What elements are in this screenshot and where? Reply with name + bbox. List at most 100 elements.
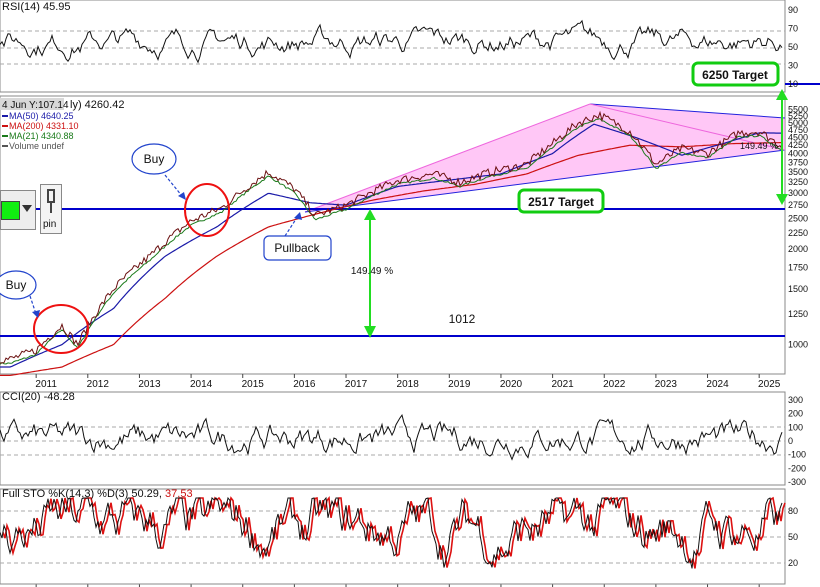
pct-arrow-main-down-head — [364, 326, 376, 338]
target-2517-label: 2517 Target — [528, 195, 594, 209]
rsi-tick-label: 10 — [788, 79, 798, 89]
sto-label: Full STO %K(14,3) %D(3) 50.29, 37.53 — [2, 488, 193, 500]
price-y-tick-label: 2000 — [788, 244, 808, 254]
price-y-tick-label: 3000 — [788, 188, 808, 198]
cci-tick-label: -200 — [788, 463, 806, 473]
cci-tick-label: -300 — [788, 477, 806, 487]
chevron-down-icon[interactable] — [22, 205, 32, 212]
buy-bubble-2014 — [131, 143, 177, 175]
legend-entry: MA(21) 4340.88 — [9, 131, 74, 141]
x-tick-label: 2019 — [448, 379, 471, 390]
price-y-tick-label: 1500 — [788, 284, 808, 294]
cci-panel — [0, 391, 786, 486]
rsi-tick-label: 90 — [788, 5, 798, 15]
x-tick-label: 2022 — [603, 379, 626, 390]
price-y-tick-label: 2250 — [788, 228, 808, 238]
sto-panel — [0, 488, 786, 585]
price-y-tick-label: 3500 — [788, 167, 808, 177]
target-arrow-down-head — [776, 194, 788, 205]
cci-tick-label: 300 — [788, 395, 803, 405]
x-tick-label: 2020 — [500, 379, 523, 390]
wedge-inner-line — [589, 103, 786, 151]
x-tick-label: 2024 — [706, 379, 729, 390]
pin-label: pin — [43, 219, 57, 230]
color-picker-control[interactable] — [0, 190, 36, 230]
wedge-fill — [305, 104, 785, 212]
rsi-series-line — [0, 19, 783, 64]
buy-circle-2014 — [184, 183, 230, 237]
sto-tick-label: 50 — [788, 532, 798, 542]
x-tick-label: 2014 — [190, 379, 213, 390]
x-tick-label: 2015 — [242, 379, 265, 390]
target-6250-box — [691, 61, 780, 87]
cci-tick-label: -100 — [788, 450, 806, 460]
price-header-date-bg — [0, 98, 64, 110]
cci-tick-label: 200 — [788, 409, 803, 419]
price-y-tick-label: 3750 — [788, 157, 808, 167]
x-tick-label: 2018 — [397, 379, 420, 390]
ma200-line — [0, 142, 782, 376]
target-2517-box — [517, 188, 605, 214]
pullback-label: Pullback — [274, 241, 320, 255]
pct-arrow-main-up-head — [364, 209, 376, 220]
buy2-pointer — [164, 174, 183, 197]
rsi-tick-label: 30 — [788, 60, 798, 70]
wedge-upper-line — [304, 103, 591, 213]
target-6250-label: 6250 Target — [702, 68, 768, 82]
buy-label-2014: Buy — [144, 152, 165, 166]
buy-circle-2011 — [33, 304, 89, 354]
pin-icon-stem — [50, 203, 52, 213]
price-y-tick-label: 4750 — [788, 125, 808, 135]
pullback-pointer — [284, 215, 299, 237]
buy-bubble-2011 — [0, 270, 37, 300]
x-tick-label: 2011 — [35, 379, 57, 390]
legend-entry: MA(200) 4331.10 — [9, 121, 79, 131]
legend-entry: Volume undef — [9, 141, 65, 151]
price-line — [0, 110, 783, 364]
pullback-box — [263, 235, 332, 261]
cci-tick-label: 100 — [788, 422, 803, 432]
price-y-tick-label: 4000 — [788, 149, 808, 159]
sto-tick-label: 20 — [788, 558, 798, 568]
pct-small-label: 149.49 % — [740, 141, 778, 151]
buy1-pointer — [29, 295, 37, 315]
x-tick-label: 2013 — [138, 379, 161, 390]
sto-k-line — [0, 496, 783, 569]
rsi-tick-label: 70 — [788, 24, 798, 34]
ma50-line — [0, 123, 782, 368]
price-y-tick-label: 2500 — [788, 213, 808, 223]
price-y-tick-label: 2750 — [788, 200, 808, 210]
price-y-tick-label: 5500 — [788, 105, 808, 115]
pullback-pointer-head — [294, 212, 302, 220]
pin-icon — [47, 189, 55, 203]
x-tick-label: 2012 — [87, 379, 110, 390]
legend-entry: MA(50) 4640.25 — [9, 111, 74, 121]
price-y-tick-label: 4500 — [788, 132, 808, 142]
target-arrow-up-head — [776, 89, 788, 100]
price-y-tick-label: 1000 — [788, 340, 808, 350]
pin-button[interactable]: pin — [40, 184, 62, 234]
price-header-date: 4 Jun Y:107.14 — [2, 100, 69, 111]
color-swatch[interactable] — [1, 201, 20, 220]
x-axis: 2011 2012 2013 2014 2015 2016 2017 2018 2019 2020… — [35, 374, 781, 587]
price-y-tick-label: 5250 — [788, 111, 808, 121]
cci-label: CCI(20) -48.28 — [2, 391, 75, 403]
x-tick-label: 2023 — [655, 379, 678, 390]
x-tick-label: 2021 — [551, 379, 574, 390]
wedge-lower-line — [304, 149, 786, 213]
x-tick-label: 2017 — [345, 379, 368, 390]
price-y-tick-label: 1750 — [788, 263, 808, 273]
cci-tick-label: 0 — [788, 436, 793, 446]
price-y-tick-label: 5000 — [788, 118, 808, 128]
price-panel — [0, 89, 788, 376]
rsi-panel — [0, 0, 786, 93]
level-1012-label: 1012 — [449, 312, 476, 326]
sto-tick-label: 80 — [788, 506, 798, 516]
rsi-tick-label: 50 — [788, 42, 798, 52]
buy1-pointer-head — [32, 310, 40, 318]
wedge-top-line — [589, 103, 786, 119]
rsi-frame — [0, 0, 786, 93]
